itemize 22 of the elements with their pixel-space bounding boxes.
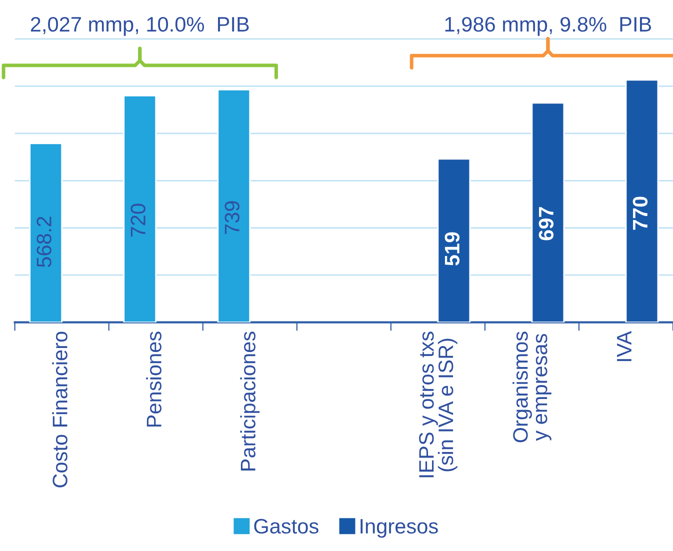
x-tick-label: Costo Financiero (52, 332, 68, 488)
data-label: 568.2 (36, 216, 52, 268)
bar (29, 142, 63, 322)
x-tick-label: IEPS y otros txs (sin IVA e ISR) (419, 332, 458, 478)
bar (625, 79, 659, 322)
data-label: 739 (224, 201, 240, 234)
legend-label: Ingresos (360, 519, 438, 538)
bar (217, 88, 251, 322)
text: 2,027 mmp, 10.0% PIB (30, 16, 249, 36)
x-tick-label: Organismos y empresas (512, 332, 552, 442)
x-tick-label: Participaciones (240, 332, 260, 470)
data-label: 697 (538, 207, 554, 240)
bar (123, 94, 157, 322)
data-label: 770 (632, 196, 648, 230)
text: 1,986 mmp, 9.8% PIB (445, 16, 652, 36)
x-tick-label: Pensiones (146, 332, 162, 427)
bar (531, 102, 565, 322)
bar (437, 158, 471, 322)
data-label: 720 (130, 204, 146, 237)
data-label: 519 (444, 232, 460, 266)
legend-label: Gastos (254, 518, 318, 534)
x-tick-label: IVA (617, 330, 632, 362)
